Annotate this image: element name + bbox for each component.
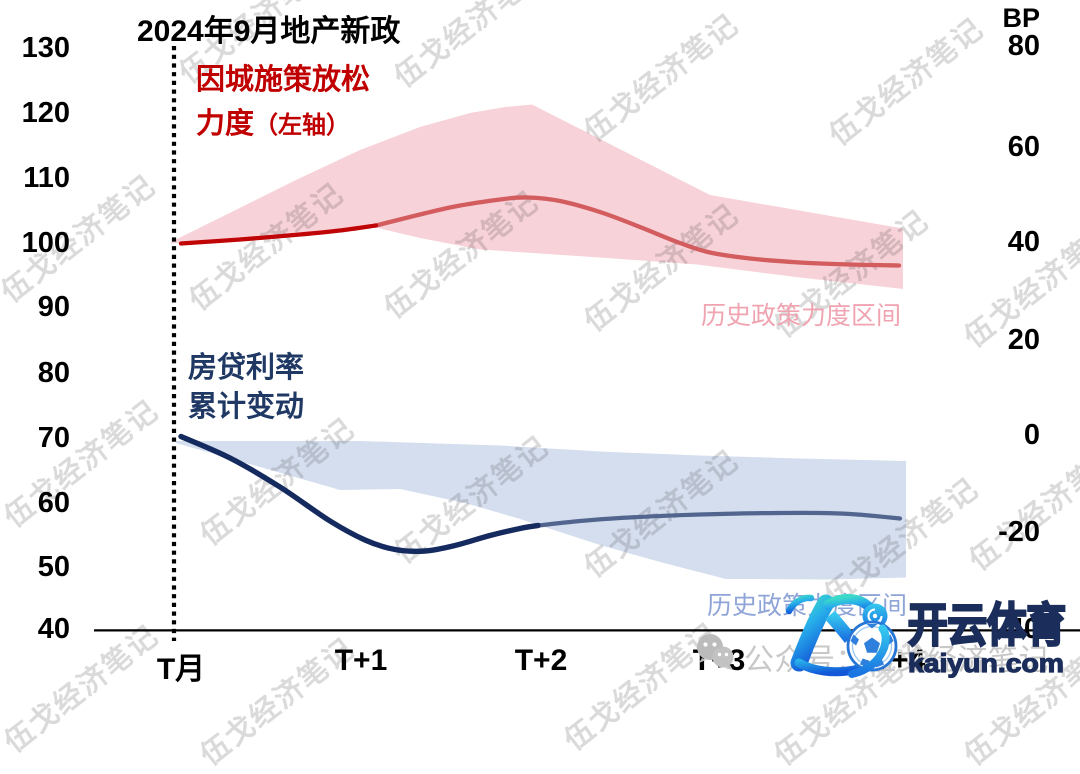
svg-text:开云体育: 开云体育 <box>908 599 1066 651</box>
svg-text:kaiyun.com: kaiyun.com <box>908 648 1064 678</box>
